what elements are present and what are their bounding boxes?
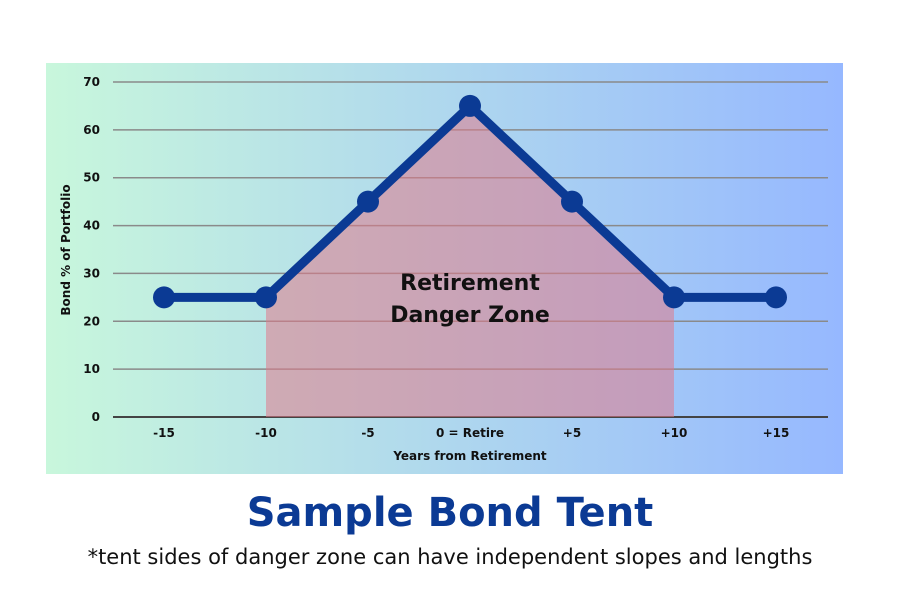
- x-tick-labels: -15 -10 -5 0 = Retire +5 +10 +15: [153, 426, 789, 440]
- y-tick-label: 30: [83, 266, 100, 280]
- x-tick-label: +15: [763, 426, 790, 440]
- data-point: [255, 286, 277, 309]
- x-axis-label: Years from Retirement: [392, 449, 547, 463]
- x-tick-label: +10: [661, 426, 688, 440]
- danger-zone-label-line2: Danger Zone: [390, 303, 550, 328]
- y-axis-label: Bond % of Portfolio: [59, 184, 73, 315]
- data-point: [663, 286, 685, 309]
- x-tick-label: +5: [563, 426, 581, 440]
- y-tick-label: 20: [83, 314, 100, 328]
- danger-zone-label-line1: Retirement: [400, 271, 540, 296]
- y-tick-label: 10: [83, 362, 100, 376]
- y-tick-label: 50: [83, 171, 100, 185]
- x-tick-label: -15: [153, 426, 175, 440]
- y-tick-label: 70: [83, 75, 100, 89]
- data-point: [561, 190, 583, 213]
- y-tick-label: 0: [92, 410, 100, 424]
- data-point: [153, 286, 175, 309]
- chart-footnote: *tent sides of danger zone can have inde…: [87, 545, 813, 569]
- data-points: [153, 94, 787, 309]
- data-point: [459, 94, 481, 117]
- danger-zone: [266, 105, 674, 417]
- danger-zone-area: [266, 105, 674, 417]
- y-tick-labels: 0 10 20 30 40 50 60 70: [83, 75, 100, 424]
- y-tick-label: 60: [83, 123, 100, 137]
- x-tick-label: -10: [255, 426, 277, 440]
- y-tick-label: 40: [83, 219, 100, 233]
- data-point: [765, 286, 787, 309]
- chart-title: Sample Bond Tent: [246, 490, 654, 536]
- x-tick-label: -5: [361, 426, 374, 440]
- data-point: [357, 190, 379, 213]
- x-tick-label: 0 = Retire: [436, 426, 504, 440]
